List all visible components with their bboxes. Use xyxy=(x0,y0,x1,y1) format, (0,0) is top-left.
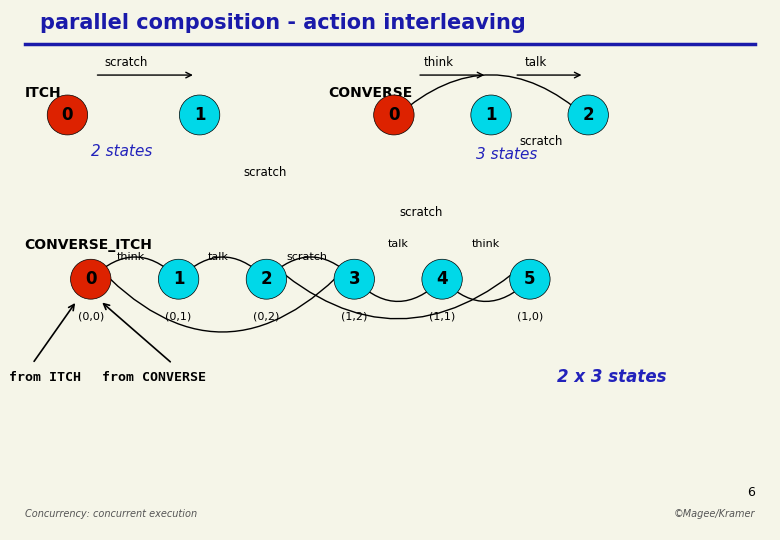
Circle shape xyxy=(334,259,374,299)
Text: 2 x 3 states: 2 x 3 states xyxy=(557,368,666,387)
Text: (0,0): (0,0) xyxy=(78,312,104,321)
Text: (0,1): (0,1) xyxy=(165,312,192,321)
Text: scratch: scratch xyxy=(286,252,327,262)
Text: talk: talk xyxy=(208,252,229,262)
Text: think: think xyxy=(424,56,454,69)
Text: CONVERSE_ITCH: CONVERSE_ITCH xyxy=(25,239,153,252)
Text: 1: 1 xyxy=(173,270,184,288)
Circle shape xyxy=(246,259,286,299)
Text: think: think xyxy=(117,252,145,262)
Text: ©Magee/Kramer: ©Magee/Kramer xyxy=(674,509,755,519)
Circle shape xyxy=(158,259,199,299)
Text: scratch: scratch xyxy=(243,166,287,179)
Text: scratch: scratch xyxy=(400,206,443,219)
Circle shape xyxy=(509,259,550,299)
Circle shape xyxy=(422,259,463,299)
Text: talk: talk xyxy=(525,56,547,69)
Text: parallel composition - action interleaving: parallel composition - action interleavi… xyxy=(41,13,526,33)
Text: talk: talk xyxy=(388,239,409,248)
Text: (0,2): (0,2) xyxy=(254,312,279,321)
Circle shape xyxy=(48,95,87,135)
Text: 1: 1 xyxy=(485,106,497,124)
Text: ITCH: ITCH xyxy=(25,86,62,100)
Circle shape xyxy=(374,95,414,135)
Text: (1,1): (1,1) xyxy=(429,312,456,321)
Text: 2: 2 xyxy=(583,106,594,124)
Text: 0: 0 xyxy=(62,106,73,124)
Text: 5: 5 xyxy=(524,270,536,288)
Text: 1: 1 xyxy=(194,106,205,124)
Text: scratch: scratch xyxy=(520,135,563,148)
Text: 2: 2 xyxy=(261,270,272,288)
Text: 6: 6 xyxy=(747,486,755,499)
Circle shape xyxy=(179,95,220,135)
Text: (1,2): (1,2) xyxy=(341,312,367,321)
Text: from CONVERSE: from CONVERSE xyxy=(102,371,207,384)
Text: 4: 4 xyxy=(436,270,448,288)
Text: from ITCH: from ITCH xyxy=(9,371,81,384)
Text: 0: 0 xyxy=(85,270,97,288)
Circle shape xyxy=(471,95,511,135)
Circle shape xyxy=(568,95,608,135)
Text: think: think xyxy=(472,239,500,248)
Circle shape xyxy=(70,259,111,299)
Text: 3: 3 xyxy=(349,270,360,288)
Text: 3 states: 3 states xyxy=(476,147,537,163)
Text: 0: 0 xyxy=(388,106,399,124)
Text: 2 states: 2 states xyxy=(91,144,153,159)
Text: scratch: scratch xyxy=(104,56,147,69)
Text: (1,0): (1,0) xyxy=(517,312,543,321)
Text: CONVERSE: CONVERSE xyxy=(328,86,412,100)
Text: Concurrency: concurrent execution: Concurrency: concurrent execution xyxy=(25,509,197,519)
